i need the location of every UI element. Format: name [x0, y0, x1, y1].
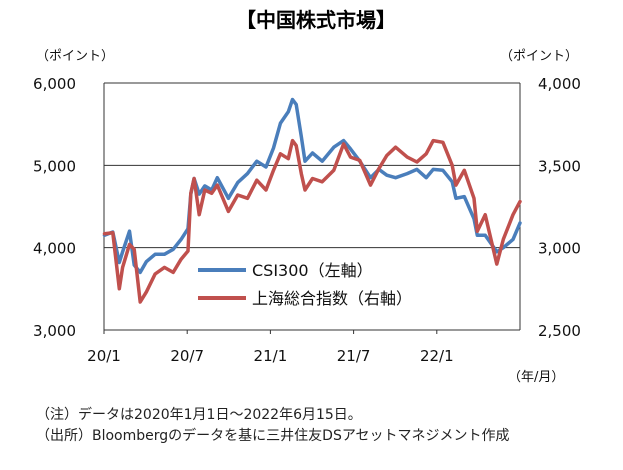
- notes: （注）データは2020年1月1日～2022年6月15日。 （出所）Bloombe…: [36, 405, 510, 447]
- x-tick-label: 21/1: [254, 347, 288, 365]
- y-left-tick-label: 5,000: [33, 157, 76, 175]
- series-line-csi300: [102, 97, 522, 275]
- left-axis-unit: （ポイント）: [36, 49, 114, 64]
- x-tick-label: 20/1: [87, 347, 121, 365]
- chart: 【中国株式市場】 （ポイント） （ポイント） （年/月） 6,000 5,000 4…: [33, 8, 581, 385]
- y-left-tick-label: 4,000: [33, 240, 76, 258]
- tick-labels: 6,000 5,000 4,000 3,000 4,000 3,500 3,000 2,500…: [33, 75, 581, 365]
- x-tick-label: 22/1: [420, 347, 454, 365]
- note-source: （出所）Bloombergのデータを基に三井住友DSアセットマネジメント作成: [36, 428, 510, 444]
- y-right-tick-label: 4,000: [538, 75, 581, 93]
- series-line-shanghai-composite: [102, 138, 522, 304]
- y-right-tick-label: 3,500: [538, 157, 581, 175]
- y-right-tick-label: 3,000: [538, 240, 581, 258]
- note-caveat: （注）データは2020年1月1日～2022年6月15日。: [36, 407, 362, 423]
- y-left-tick-label: 6,000: [33, 75, 76, 93]
- series-lines: [102, 97, 522, 304]
- y-left-tick-label: 3,000: [33, 322, 76, 340]
- x-tick-label: 21/7: [337, 347, 371, 365]
- x-axis-unit: （年/月）: [508, 370, 564, 385]
- x-tick-label: 20/7: [170, 347, 204, 365]
- right-axis-unit: （ポイント）: [500, 49, 578, 64]
- chart-title: 【中国株式市場】: [236, 8, 396, 32]
- y-right-tick-label: 2,500: [538, 322, 581, 340]
- legend-label: 上海総合指数（右軸）: [252, 289, 412, 308]
- legend: CSI300（左軸） 上海総合指数（右軸）: [198, 261, 412, 308]
- legend-label: CSI300（左軸）: [252, 261, 373, 280]
